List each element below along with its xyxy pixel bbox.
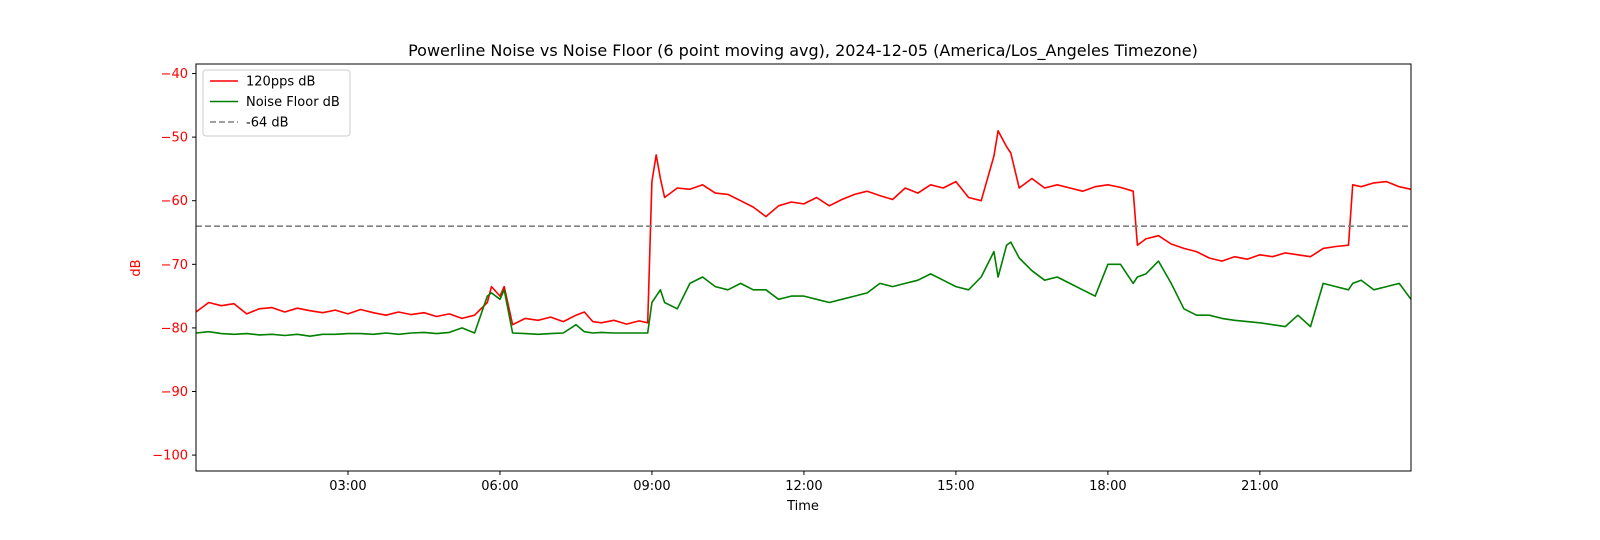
x-tick-label: 15:00 [937,479,974,494]
legend: 120pps dB Noise Floor dB -64 dB [202,69,351,137]
x-axis-label: Time [786,499,819,514]
chart-title: Powerline Noise vs Noise Floor (6 point … [408,41,1198,61]
x-tick-label: 06:00 [481,479,518,494]
y-tick-label: −70 [161,258,188,273]
x-axis: 03:00 06:00 09:00 12:00 15:00 18:00 21:00 [329,471,1279,494]
y-tick-label: −50 [161,131,188,146]
legend-label: Noise Floor dB [246,95,340,110]
x-tick-label: 21:00 [1241,479,1278,494]
legend-label: 120pps dB [246,75,315,90]
y-tick-label: −80 [161,321,188,336]
plot-lines [195,130,1412,338]
y-tick-label: −100 [152,449,188,464]
legend-box [202,69,351,137]
y-tick-label: −90 [161,385,188,400]
x-tick-label: 18:00 [1089,479,1126,494]
series-line-1 [195,241,1412,338]
x-tick-label: 09:00 [633,479,670,494]
x-tick-label: 12:00 [785,479,822,494]
x-tick-label: 03:00 [329,479,366,494]
legend-label: -64 dB [246,116,289,131]
y-axis-label: dB [129,259,144,276]
y-tick-label: −40 [161,67,188,82]
y-axis: −40 −50 −60 −70 −80 −90 −100 [152,67,196,464]
y-tick-label: −60 [161,194,188,209]
series-line-0 [195,130,1412,326]
